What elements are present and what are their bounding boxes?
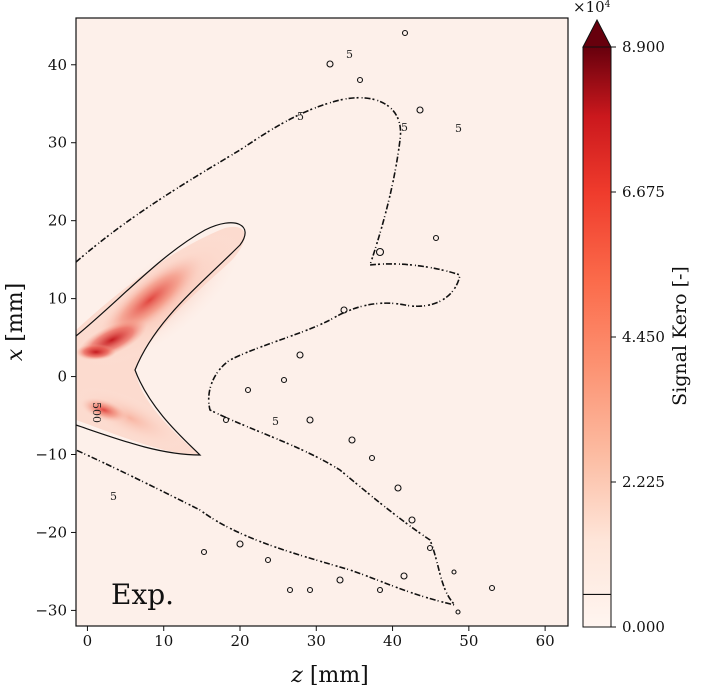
x-tick-label: 50 [459,632,478,650]
x-tick-label: 20 [230,632,249,650]
plot-frame [75,17,569,627]
contour-label-small-5: 5 [272,415,279,428]
colorbar-extend-arrow [582,18,612,48]
x-axis-unit: [mm] [303,663,369,688]
contour-label-small-4: 5 [455,122,462,135]
y-tick-label: 20 [48,212,67,230]
panel-label: Exp. [111,578,174,611]
x-axis-ticks: 0 10 20 30 40 50 60 [83,626,555,650]
x-tick-label: 10 [154,632,173,650]
svg-text:x [mm]: x [mm] [3,283,28,361]
plot-area: 500 5 5 5 5 5 5 Exp. 0 10 20 30 40 50 60 −30 −2… [35,17,569,650]
contour-label-main: 500 [90,402,103,423]
colorbar-tick-label: 4.450 [622,328,665,346]
y-tick-label: −30 [35,601,67,619]
x-tick-label: 0 [83,632,93,650]
colorbar-tick-label: 6.675 [622,183,665,201]
contour-label-small-6: 5 [110,490,117,503]
contour-label-small-1: 5 [346,48,353,61]
y-axis-unit: [mm] [3,283,28,349]
y-tick-label: 10 [48,290,67,308]
y-tick-label: 40 [48,56,67,74]
y-axis-variable: x [3,348,28,361]
x-axis-variable: z [290,663,303,688]
heat-inlet-spot [76,344,116,360]
colorbar-ticks: 0.000 2.225 4.450 6.675 8.900 [611,38,665,636]
outer-contour [76,96,461,607]
contour-label-small-3: 5 [401,121,408,134]
svg-text:z [mm]: z [mm] [290,663,368,688]
y-axis-label: x [mm] [3,283,28,361]
x-tick-label: 30 [307,632,326,650]
heat-lower-lobe [79,396,129,424]
y-tick-label: 30 [48,134,67,152]
y-tick-label: −10 [35,446,67,464]
x-axis-label: z [mm] [290,663,368,688]
colorbar-exponent-base: ×10 [573,0,605,16]
colorbar: 0.000 2.225 4.450 6.675 8.900 ×104 Signal Ke… [573,0,691,636]
colorbar-tick-label: 2.225 [622,473,665,491]
y-tick-label: 0 [57,368,67,386]
colorbar-tick-label: 8.900 [622,38,665,56]
colorbar-tick-label: 0.000 [622,618,665,636]
colorbar-exponent-power: 4 [605,0,611,10]
y-tick-label: −20 [35,523,67,541]
colorbar-bar [582,46,612,628]
heatmap-layer [76,29,496,615]
x-tick-label: 60 [536,632,555,650]
x-tick-label: 40 [383,632,402,650]
colorbar-exponent: ×104 [573,0,611,16]
y-axis-ticks: −30 −20 −10 0 10 20 30 40 [35,56,76,619]
contour-speckles [200,29,496,615]
contour-label-small-2: 5 [297,110,304,123]
main-contour [76,222,246,456]
colorbar-label: Signal Kero [-] [669,266,691,406]
